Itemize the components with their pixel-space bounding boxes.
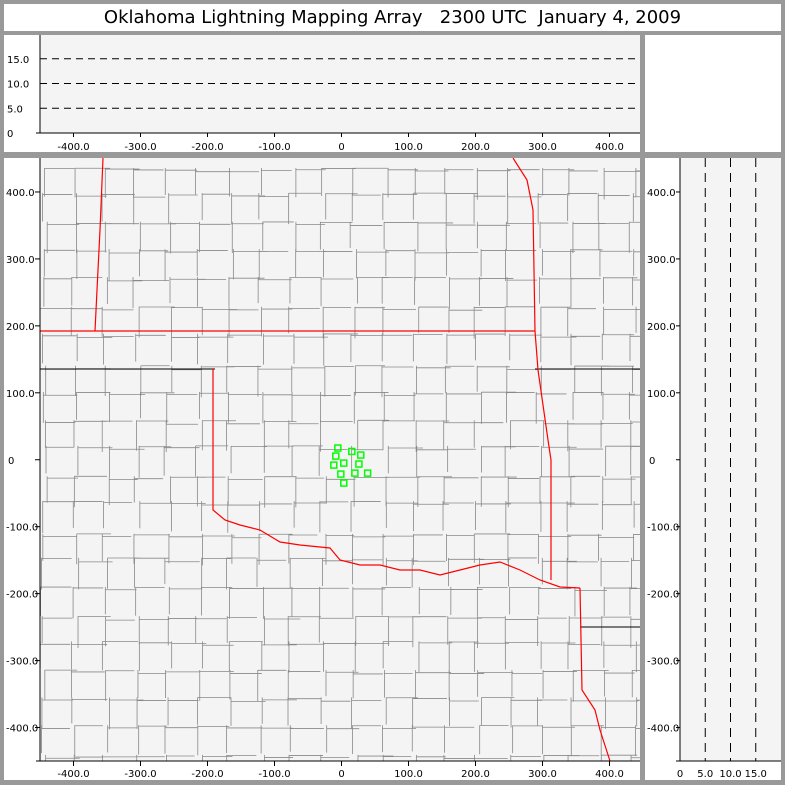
county-borders (40, 640, 640, 673)
top-x-tick-label: -200.0 (191, 142, 223, 153)
lightning-source-point (355, 460, 363, 468)
top-y-tick-label: 0 (7, 129, 13, 140)
y-tick-label: -200.0 (6, 590, 38, 601)
top-x-tick-label: -300.0 (124, 142, 156, 153)
x-tick-label: 300.0 (528, 769, 557, 780)
lightning-source-point (332, 452, 340, 460)
side-x-tick-label: 15.0 (745, 769, 767, 780)
state-border-black (40, 368, 640, 628)
side-y-tick-label: -300.0 (647, 657, 679, 668)
top-x-tick-label: -400.0 (57, 142, 89, 153)
side-y-tick-label: 400.0 (647, 188, 676, 199)
side-y-tick-label: -100.0 (647, 523, 679, 534)
x-tick-label: -100.0 (258, 769, 290, 780)
county-borders (42, 391, 640, 424)
top-right-blank-panel (645, 35, 781, 152)
y-tick-label: -100.0 (6, 523, 38, 534)
top-x-tick-label: 300.0 (528, 142, 557, 153)
state-border-red (512, 158, 552, 580)
altitude-vs-y-panel: -400.0 -300.0 -200.0 -100.0 0 100.0 200.0 300.0… (645, 158, 781, 780)
lightning-source-point (334, 444, 342, 452)
x-tick-label: 0 (338, 769, 344, 780)
top-x-tick-label: 0 (338, 142, 344, 153)
top-y-tick-label: 5.0 (7, 104, 23, 115)
county-borders (41, 725, 640, 757)
county-borders (41, 697, 640, 730)
side-y-tick-label: 300.0 (647, 255, 676, 266)
top-x-tick-label: 200.0 (461, 142, 490, 153)
x-tick-label: -300.0 (124, 769, 156, 780)
county-borders (43, 249, 640, 282)
lightning-source-point (348, 447, 356, 456)
county-borders (40, 306, 640, 339)
altitude-vs-x-panel: -400.0 -300.0 -200.0 -100.0 0 100.0 200.0 300.0… (4, 35, 640, 153)
lightning-source-point (351, 469, 359, 477)
lightning-source-point (340, 459, 348, 467)
x-tick-label: 200.0 (461, 769, 490, 780)
side-y-tick-label: 100.0 (647, 389, 676, 400)
side-y-tick-label: 200.0 (647, 322, 676, 333)
y-tick-label: 0 (8, 456, 14, 467)
y-tick-label: -400.0 (6, 724, 38, 735)
county-borders (44, 669, 640, 702)
plan-view-map-panel: -400.0 -300.0 -200.0 -100.0 0 100.0 200.0 300.0… (4, 158, 640, 780)
page-title: Oklahoma Lightning Mapping Array 2300 UT… (4, 4, 781, 31)
side-y-tick-label: -200.0 (647, 590, 679, 601)
county-borders (42, 192, 640, 225)
y-tick-label: 400.0 (6, 188, 35, 199)
county-borders (46, 221, 640, 254)
county-borders (41, 616, 640, 649)
county-borders (45, 419, 640, 453)
state-border-red (94, 158, 104, 332)
county-borders (43, 276, 640, 309)
x-tick-label: -400.0 (57, 769, 89, 780)
top-x-tick-label: 100.0 (394, 142, 423, 153)
side-y-tick-label: 0 (649, 456, 655, 467)
county-borders (41, 557, 640, 590)
lightning-source-point (340, 479, 348, 487)
state-border-red (579, 587, 611, 761)
lightning-source-point (357, 451, 365, 459)
y-tick-label: 100.0 (6, 389, 35, 400)
county-borders (46, 475, 640, 508)
side-y-tick-label: -400.0 (647, 724, 679, 735)
x-tick-label: 400.0 (595, 769, 624, 780)
x-tick-label: 100.0 (394, 769, 423, 780)
top-x-tick-label: -100.0 (258, 142, 290, 153)
x-tick-label: -200.0 (191, 769, 223, 780)
top-y-tick-label: 15.0 (7, 55, 29, 66)
county-borders (40, 586, 640, 619)
county-borders (44, 167, 640, 200)
map-area (40, 158, 640, 761)
county-borders (45, 754, 640, 761)
county-borders (42, 533, 640, 566)
side-x-tick-label: 5.0 (697, 769, 713, 780)
y-tick-label: 300.0 (6, 255, 35, 266)
y-tick-label: -300.0 (6, 657, 38, 668)
state-border-red (212, 369, 581, 589)
lightning-source-point (330, 461, 338, 469)
top-x-tick-label: 400.0 (595, 142, 624, 153)
map-layer (40, 158, 640, 761)
top-y-tick-label: 10.0 (7, 80, 29, 91)
county-borders (42, 501, 640, 533)
county-borders (42, 333, 640, 366)
lightning-source-point (363, 469, 372, 477)
side-x-tick-label: 10.0 (719, 769, 741, 780)
y-tick-label: 200.0 (6, 322, 35, 333)
lightning-source-point (337, 470, 345, 478)
side-x-tick-label: 0 (677, 769, 683, 780)
county-borders (45, 445, 640, 478)
